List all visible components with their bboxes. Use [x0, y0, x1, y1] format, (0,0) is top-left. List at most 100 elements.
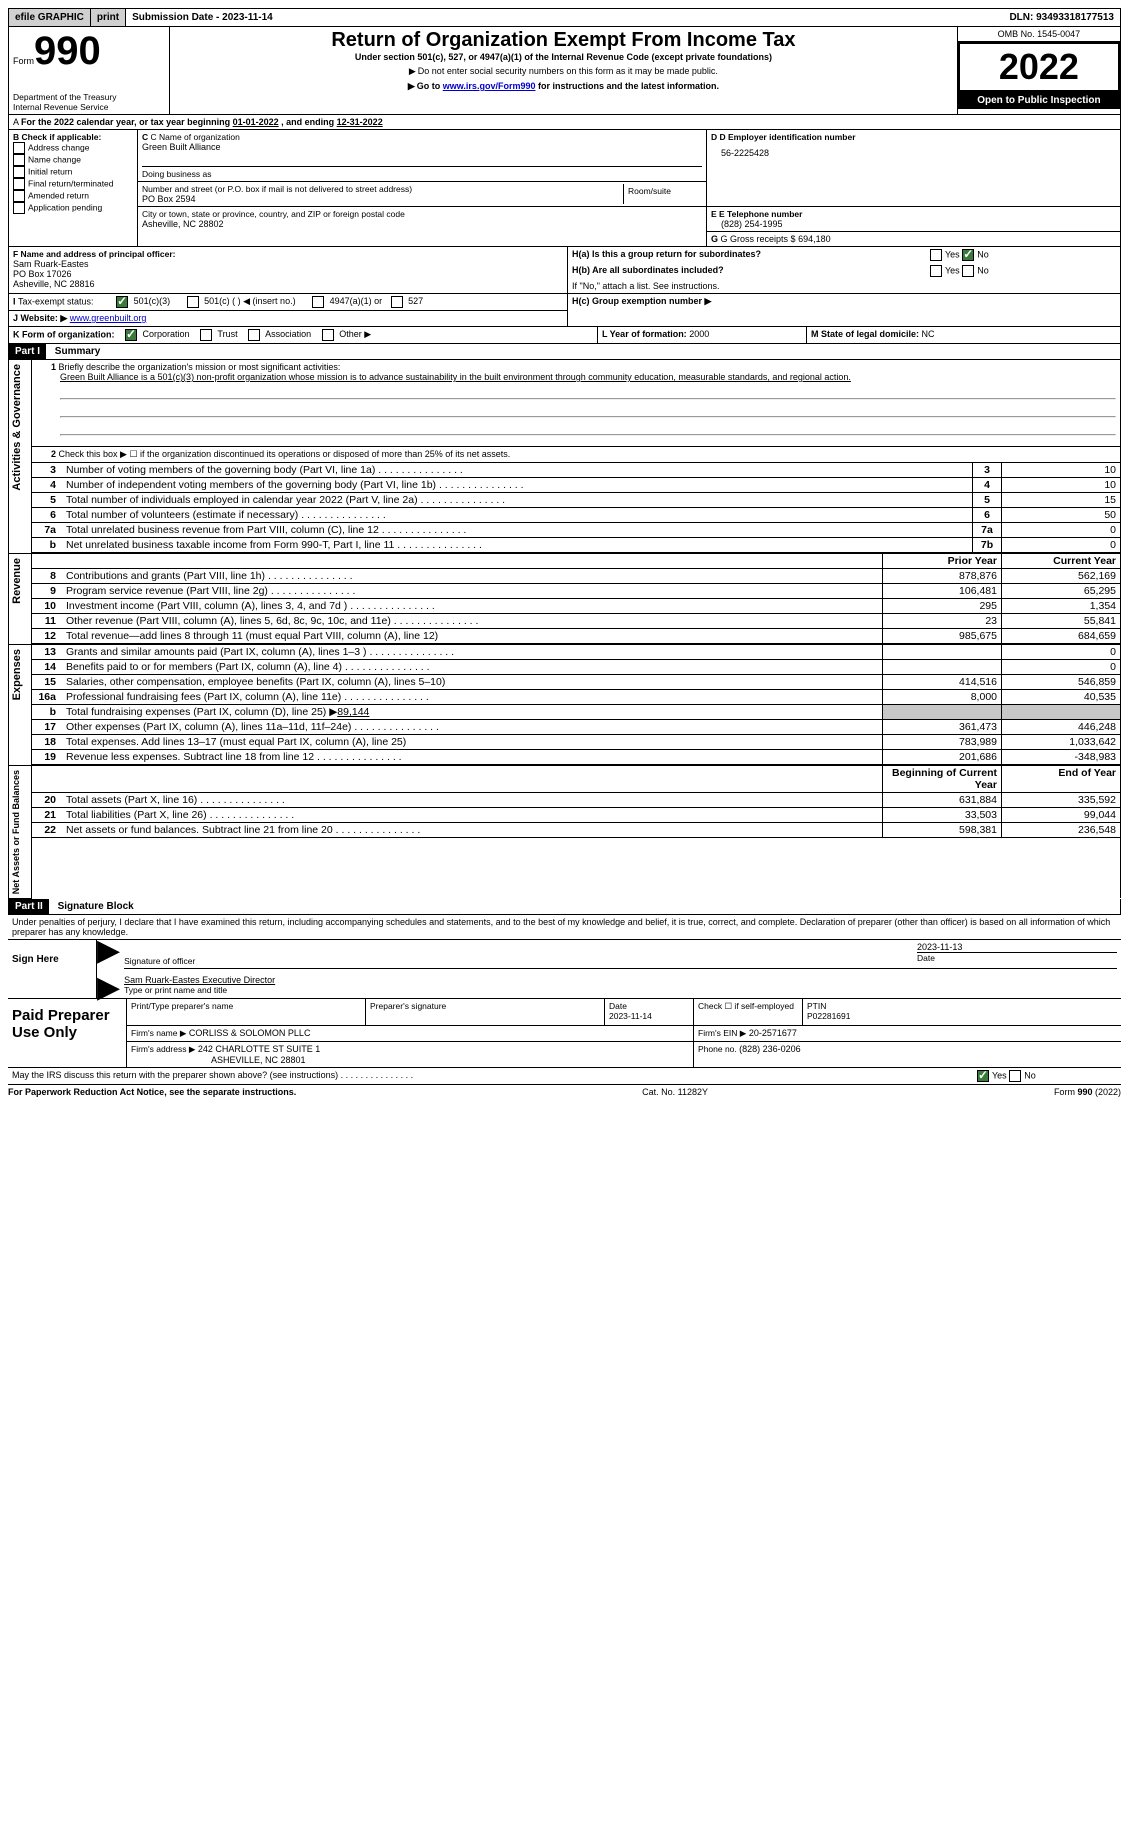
box-i-lbl: Tax-exempt status: — [18, 296, 94, 306]
form-header: Form990 Department of the Treasury Inter… — [8, 27, 1121, 115]
l1-text: Green Built Alliance is a 501(c)(3) non-… — [60, 372, 1116, 382]
officer-name: Sam Ruark-Eastes — [13, 259, 563, 269]
hb-lbl: H(b) Are all subordinates included? — [572, 265, 724, 275]
form-footer: Form 990 (2022) — [1054, 1087, 1121, 1097]
box-e-lbl: E E Telephone number — [711, 209, 1116, 219]
firm-name: CORLISS & SOLOMON PLLC — [189, 1028, 311, 1038]
fh-block: F Name and address of principal officer:… — [8, 247, 1121, 294]
sig-officer-lbl: Signature of officer — [124, 956, 917, 966]
box-f-lbl: F Name and address of principal officer: — [13, 249, 563, 259]
lines-13-19: 13Grants and similar amounts paid (Part … — [32, 644, 1120, 765]
sig-date: 2023-11-13 — [917, 942, 1117, 952]
part2-title: Signature Block — [52, 899, 140, 914]
501c-check[interactable] — [187, 296, 199, 308]
officer-addr2: Asheville, NC 28816 — [13, 279, 563, 289]
corp-check[interactable] — [125, 329, 137, 341]
ha-no-check[interactable] — [962, 249, 974, 261]
box-b-item[interactable]: Name change — [13, 154, 133, 166]
note-ssn: Do not enter social security numbers on … — [174, 66, 953, 77]
part2-hdr: Part II — [9, 899, 49, 914]
dept-irs: Internal Revenue Service — [13, 102, 165, 112]
street: PO Box 2594 — [142, 194, 623, 204]
firm-phone: (828) 236-0206 — [739, 1044, 801, 1054]
subdate: Submission Date - 2023-11-14 — [126, 9, 279, 26]
dba-lbl: Doing business as — [142, 166, 702, 179]
box-d-lbl: D D Employer identification number — [711, 132, 1116, 142]
vlabel-exp: Expenses — [9, 645, 25, 704]
other-check[interactable] — [322, 329, 334, 341]
ein: 56-2225428 — [721, 148, 1116, 158]
l2-text: Check this box ▶ ☐ if the organization d… — [59, 449, 511, 459]
discuss-yes-check[interactable] — [977, 1070, 989, 1082]
ij-block: I Tax-exempt status: 501(c)(3) 501(c) ( … — [8, 294, 1121, 327]
officer-addr1: PO Box 17026 — [13, 269, 563, 279]
lines-20-22: Beginning of Current YearEnd of Year 20T… — [32, 765, 1120, 838]
name-title-lbl: Type or print name and title — [124, 985, 1117, 995]
box-k-lbl: K Form of organization: — [13, 329, 115, 339]
self-emp-check[interactable]: Check ☐ if self-employed — [694, 999, 803, 1026]
box-g: G G Gross receipts $ 694,180 — [707, 232, 1121, 247]
form-subtitle: Under section 501(c), 527, or 4947(a)(1)… — [174, 52, 953, 62]
info-block: B Check if applicable: Address changeNam… — [8, 130, 1121, 247]
city-lbl: City or town, state or province, country… — [142, 209, 702, 219]
paid-preparer-block: Paid Preparer Use Only Print/Type prepar… — [8, 999, 1121, 1068]
lines-3-7: 3Number of voting members of the governi… — [32, 462, 1120, 553]
hb-note: If "No," attach a list. See instructions… — [572, 281, 719, 291]
date-lbl: Date — [917, 952, 1117, 963]
firm-addr1: 242 CHARLOTTE ST SUITE 1 — [198, 1044, 320, 1054]
dln: DLN: 93493318177513 — [1003, 9, 1120, 26]
vlabel-rev: Revenue — [9, 554, 25, 608]
527-check[interactable] — [391, 296, 403, 308]
ha-lbl: H(a) Is this a group return for subordin… — [572, 249, 761, 259]
city: Asheville, NC 28802 — [142, 219, 702, 229]
vlabel-ag: Activities & Governance — [9, 360, 25, 495]
discuss-no-check[interactable] — [1009, 1070, 1021, 1082]
footer: For Paperwork Reduction Act Notice, see … — [8, 1085, 1121, 1097]
officer-name-title: Sam Ruark-Eastes Executive Director — [124, 975, 1117, 985]
efile-label: efile GRAPHIC — [9, 9, 91, 26]
dept-treasury: Department of the Treasury — [13, 92, 165, 102]
vlabel-na: Net Assets or Fund Balances — [9, 766, 23, 898]
perjury-decl: Under penalties of perjury, I declare th… — [8, 915, 1121, 940]
note-goto: Go to www.irs.gov/Form990 for instructio… — [174, 81, 953, 92]
street-lbl: Number and street (or P.O. box if mail i… — [142, 184, 623, 194]
website-link[interactable]: www.greenbuilt.org — [70, 313, 147, 323]
tax-year: 2022 — [999, 46, 1079, 87]
print-button[interactable]: print — [91, 9, 126, 26]
l1-lbl: Briefly describe the organization's miss… — [59, 362, 341, 372]
part1-title: Summary — [49, 344, 107, 359]
cat-no: Cat. No. 11282Y — [296, 1087, 1054, 1097]
part1-body: Activities & Governance 1 Briefly descri… — [8, 360, 1121, 899]
box-b-item[interactable]: Initial return — [13, 166, 133, 178]
form-title: Return of Organization Exempt From Incom… — [174, 29, 953, 52]
klm-block: K Form of organization: Corporation Trus… — [8, 327, 1121, 344]
box-m-lbl: M State of legal domicile: — [811, 329, 922, 339]
box-b-item[interactable]: Application pending — [13, 202, 133, 214]
org-name: Green Built Alliance — [142, 142, 702, 152]
firm-ein: 20-2571677 — [749, 1028, 797, 1038]
hb-yes-check[interactable] — [930, 265, 942, 277]
hc-lbl: H(c) Group exemption number ▶ — [572, 296, 711, 306]
box-b-item[interactable]: Amended return — [13, 190, 133, 202]
room-lbl: Room/suite — [623, 184, 702, 204]
omb-number: OMB No. 1545-0047 — [958, 27, 1120, 42]
hb-no-check[interactable] — [962, 265, 974, 277]
4947-check[interactable] — [312, 296, 324, 308]
trust-check[interactable] — [200, 329, 212, 341]
ha-yes-check[interactable] — [930, 249, 942, 261]
irs-link[interactable]: www.irs.gov/Form990 — [443, 81, 536, 91]
form-label: Form990 — [13, 29, 165, 74]
paid-prep-lbl: Paid Preparer Use Only — [8, 999, 127, 1068]
sign-here-block: Sign Here ▶▶ Signature of officer 2023-1… — [8, 940, 1121, 999]
phone: (828) 254-1995 — [721, 219, 1116, 229]
box-b-item[interactable]: Final return/terminated — [13, 178, 133, 190]
part1-hdr: Part I — [9, 344, 46, 359]
part1-hdr-row: Part I Summary — [8, 344, 1121, 360]
501c3-check[interactable] — [116, 296, 128, 308]
ptin: P02281691 — [807, 1011, 1117, 1021]
topbar: efile GRAPHIC print Submission Date - 20… — [8, 8, 1121, 27]
assoc-check[interactable] — [248, 329, 260, 341]
line-a: A For the 2022 calendar year, or tax yea… — [8, 115, 1121, 130]
box-b-item[interactable]: Address change — [13, 142, 133, 154]
box-l-lbl: L Year of formation: — [602, 329, 689, 339]
